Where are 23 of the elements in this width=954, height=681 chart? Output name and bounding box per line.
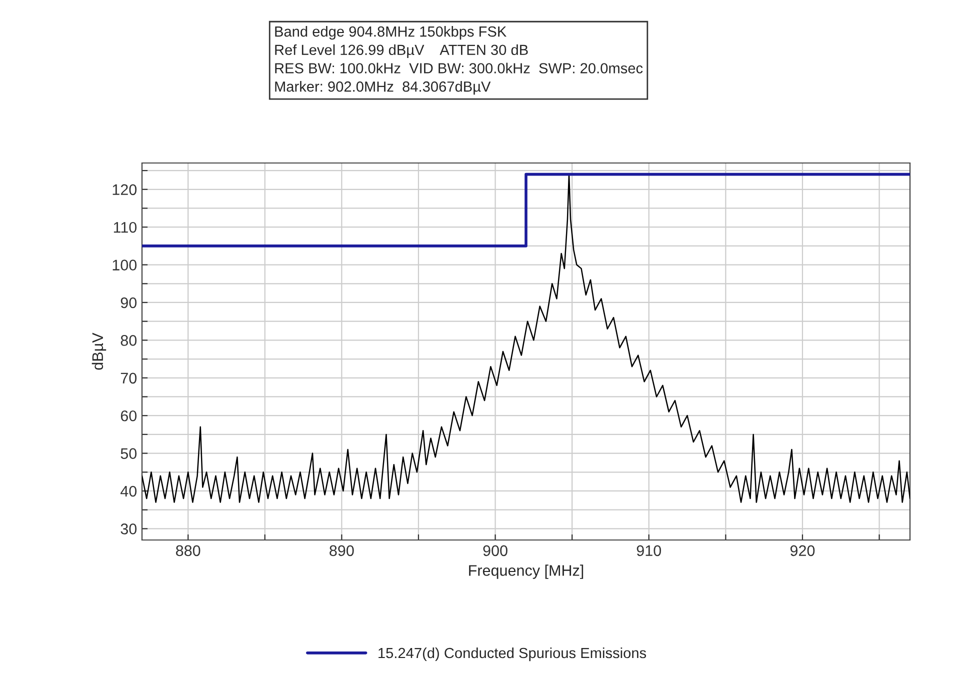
x-axis-title: Frequency [MHz] [469,564,584,579]
legend-label: 15.247(d) Conducted Spurious Emissions [378,647,646,662]
y-tick-label: 80 [120,335,137,346]
text: Ref Level 126.99 dBµV ATTEN 30 dB [275,44,528,58]
x-tick-label: 880 [176,545,200,556]
y-tick-label: 100 [112,260,137,270]
y-tick-label: 70 [120,372,137,384]
text: Marker: 902.0MHz 84.3067dBµV [275,81,491,95]
y-tick-label: 120 [112,184,137,196]
y-tick-label: 110 [114,222,137,233]
y-tick-label: 60 [120,410,137,422]
x-tick-label: 920 [790,545,815,556]
text: RES BW: 100.0kHz VID BW: 300.0kHz SWP: 20.0msec [275,62,643,74]
y-tick-label: 90 [120,297,137,308]
x-tick-label: 900 [483,545,508,556]
line-series [142,174,910,503]
y-tick-label: 40 [120,486,137,497]
x-tick-label: 910 [636,545,662,556]
text: Band edge 904.8MHz 150kbps FSK [275,26,507,40]
y-axis-title: dBµV [92,332,106,370]
y-tick-label: 30 [120,524,137,534]
x-tick-label: 890 [330,545,354,556]
y-tick-label: 50 [120,448,137,459]
